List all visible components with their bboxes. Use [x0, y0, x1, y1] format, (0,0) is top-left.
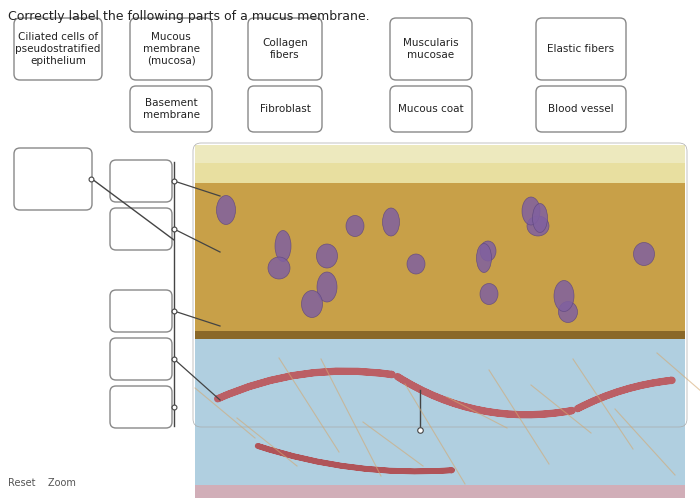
Text: Mucous
membrane
(mucosa): Mucous membrane (mucosa) [143, 32, 199, 66]
FancyBboxPatch shape [130, 18, 212, 80]
Ellipse shape [480, 283, 498, 304]
Ellipse shape [477, 244, 491, 272]
Ellipse shape [275, 231, 291, 261]
FancyBboxPatch shape [110, 290, 172, 332]
Bar [195, 145, 685, 163]
FancyBboxPatch shape [110, 208, 172, 250]
Text: Fibroblast: Fibroblast [260, 104, 310, 114]
Text: Muscularis
mucosae: Muscularis mucosae [403, 38, 459, 60]
Ellipse shape [522, 197, 540, 225]
Ellipse shape [554, 280, 574, 312]
Bar [195, 339, 685, 498]
Text: Blood vessel: Blood vessel [548, 104, 614, 114]
Ellipse shape [407, 254, 425, 274]
FancyBboxPatch shape [248, 18, 322, 80]
FancyArrowPatch shape [398, 376, 573, 415]
Bar [195, 485, 685, 498]
Text: Mucous coat: Mucous coat [398, 104, 464, 114]
Bar [195, 145, 685, 183]
FancyBboxPatch shape [14, 148, 92, 210]
FancyBboxPatch shape [390, 86, 472, 132]
Ellipse shape [268, 257, 290, 279]
FancyBboxPatch shape [110, 160, 172, 202]
Bar [195, 331, 685, 339]
FancyBboxPatch shape [536, 18, 626, 80]
FancyBboxPatch shape [110, 338, 172, 380]
Text: Reset    Zoom: Reset Zoom [8, 478, 76, 488]
FancyBboxPatch shape [390, 18, 472, 80]
Text: Correctly label the following parts of a mucus membrane.: Correctly label the following parts of a… [8, 10, 370, 23]
Ellipse shape [316, 244, 337, 268]
FancyBboxPatch shape [248, 86, 322, 132]
FancyArrowPatch shape [258, 446, 452, 472]
FancyArrowPatch shape [218, 371, 392, 399]
Ellipse shape [317, 272, 337, 302]
Text: Elastic fibers: Elastic fibers [547, 44, 615, 54]
FancyBboxPatch shape [14, 18, 102, 80]
Ellipse shape [382, 208, 400, 236]
FancyBboxPatch shape [110, 386, 172, 428]
Text: Basement
membrane: Basement membrane [143, 98, 199, 120]
Ellipse shape [634, 243, 654, 265]
Bar [195, 183, 685, 331]
FancyBboxPatch shape [536, 86, 626, 132]
Ellipse shape [346, 216, 364, 237]
Bar [195, 339, 685, 498]
Text: Ciliated cells of
pseudostratified
epithelium: Ciliated cells of pseudostratified epith… [15, 32, 101, 66]
Ellipse shape [527, 216, 549, 236]
Ellipse shape [480, 241, 496, 261]
Ellipse shape [302, 290, 323, 318]
Text: Collagen
fibers: Collagen fibers [262, 38, 308, 60]
Ellipse shape [559, 301, 578, 323]
FancyArrowPatch shape [578, 380, 672, 409]
FancyBboxPatch shape [130, 86, 212, 132]
Ellipse shape [533, 204, 547, 233]
FancyBboxPatch shape [350, 430, 426, 480]
Ellipse shape [216, 196, 235, 225]
